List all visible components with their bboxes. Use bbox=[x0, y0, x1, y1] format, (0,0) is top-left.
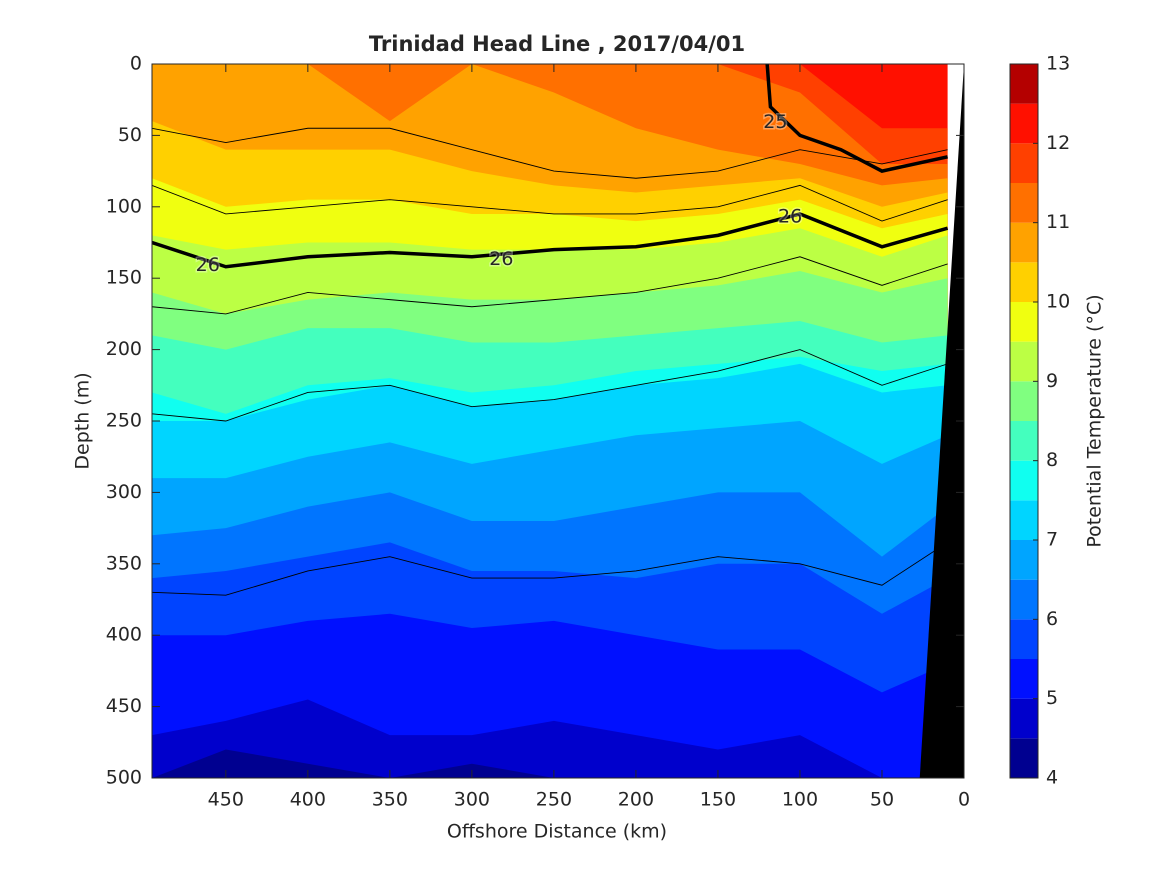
colorbar-tick-label: 7 bbox=[1046, 529, 1058, 551]
x-axis-label: Offshore Distance (km) bbox=[447, 821, 667, 843]
colorbar-band bbox=[1010, 381, 1038, 421]
bathymetry bbox=[919, 64, 964, 778]
colorbar-band bbox=[1010, 222, 1038, 263]
thin-contour bbox=[152, 256, 948, 315]
colorbar-band bbox=[1010, 302, 1038, 342]
colorbar-tick-label: 9 bbox=[1046, 370, 1058, 392]
colorbar-band bbox=[1010, 64, 1038, 104]
density-contour bbox=[765, 64, 948, 173]
colorbar-tick-label: 8 bbox=[1046, 449, 1058, 471]
x-tick-label: 250 bbox=[536, 789, 572, 811]
thin-contour bbox=[152, 184, 948, 222]
x-tick-label: 400 bbox=[290, 789, 326, 811]
contour-label: 26 bbox=[489, 248, 513, 270]
colorbar-tick-label: 6 bbox=[1046, 608, 1058, 630]
y-tick-label: 250 bbox=[106, 410, 142, 432]
colorbar-tick-label: 13 bbox=[1046, 53, 1070, 75]
colorbar-tick-label: 4 bbox=[1046, 767, 1058, 789]
colorbar-band bbox=[1010, 659, 1038, 699]
colorbar-band bbox=[1010, 579, 1038, 620]
colorbar-band bbox=[1010, 698, 1038, 739]
y-tick-label: 400 bbox=[106, 624, 142, 646]
x-tick-label: 150 bbox=[700, 789, 736, 811]
isotherm-fill bbox=[152, 749, 948, 778]
plot-area: 25 26 26 26 bbox=[152, 64, 964, 778]
y-tick-label: 350 bbox=[106, 552, 142, 574]
y-tick-label: 100 bbox=[106, 195, 142, 217]
y-tick-label: 0 bbox=[130, 53, 142, 75]
contour-label: 25 bbox=[763, 111, 787, 133]
colorbar-band bbox=[1010, 183, 1038, 223]
x-tick-label: 50 bbox=[870, 789, 894, 811]
contour-label: 26 bbox=[196, 254, 220, 276]
y-tick-label: 450 bbox=[106, 695, 142, 717]
thin-contour bbox=[152, 349, 948, 422]
x-tick-label: 350 bbox=[372, 789, 408, 811]
colorbar-tick-label: 12 bbox=[1046, 132, 1070, 154]
colorbar-label: Potential Temperature (°C) bbox=[1084, 294, 1106, 547]
x-tick-label: 200 bbox=[618, 789, 654, 811]
colorbar-frame bbox=[1009, 63, 1039, 779]
x-tick-label: 0 bbox=[958, 789, 970, 811]
y-tick-label: 200 bbox=[106, 338, 142, 360]
thin-contour bbox=[152, 542, 948, 596]
x-tick-label: 300 bbox=[454, 789, 490, 811]
colorbar-band bbox=[1010, 500, 1038, 540]
y-tick-label: 150 bbox=[106, 267, 142, 289]
colorbar-band bbox=[1010, 738, 1038, 778]
thin-contour bbox=[152, 127, 948, 179]
colorbar-band bbox=[1010, 262, 1038, 302]
colorbar-band bbox=[1010, 341, 1038, 382]
colorbar-band bbox=[1010, 540, 1038, 580]
x-tick-label: 450 bbox=[208, 789, 244, 811]
colorbar-band bbox=[1010, 103, 1038, 144]
chart-title: Trinidad Head Line , 2017/04/01 bbox=[369, 32, 745, 56]
y-axis-label: Depth (m) bbox=[72, 372, 94, 469]
isotherm-fill bbox=[152, 699, 948, 778]
overlay: 450 400 350 300 250 200 150 100 50 00501001502002… bbox=[106, 53, 1070, 811]
colorbar-tick-label: 11 bbox=[1046, 211, 1070, 233]
y-tick-label: 300 bbox=[106, 481, 142, 503]
x-tick-label: 100 bbox=[782, 789, 818, 811]
y-tick-label: 50 bbox=[118, 124, 142, 146]
colorbar-tick-label: 5 bbox=[1046, 687, 1058, 709]
colorbar-tick-label: 10 bbox=[1046, 291, 1070, 313]
y-tick-label: 500 bbox=[106, 767, 142, 789]
colorbar-band bbox=[1010, 460, 1038, 501]
contour-label: 26 bbox=[778, 205, 802, 227]
colorbar-band bbox=[1010, 619, 1038, 659]
colorbar-band bbox=[1010, 421, 1038, 461]
colorbar-band bbox=[1010, 143, 1038, 183]
density-contour bbox=[152, 212, 949, 269]
